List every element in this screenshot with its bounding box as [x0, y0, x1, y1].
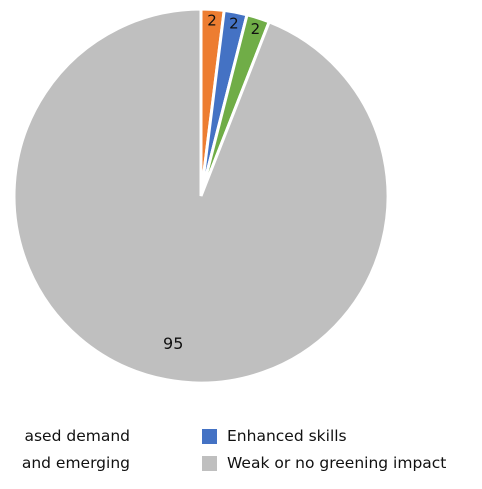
legend-label-increased-demand: ased demand — [24, 427, 130, 445]
pie-data-label-3: 95 — [163, 334, 183, 353]
legend-swatch-enhanced-skills — [202, 428, 217, 444]
pie-data-label-0: 2 — [207, 12, 217, 30]
pie-data-label-2: 2 — [251, 20, 261, 38]
pie-data-label-1: 2 — [229, 14, 239, 32]
legend-label-weak-or-no-greening-impact: Weak or no greening impact — [227, 454, 447, 472]
legend-swatch-weak-or-no-greening-impact — [202, 455, 217, 471]
pie-slice-3 — [12, 7, 390, 385]
legend-item-increased-demand: ased demand — [0, 427, 130, 447]
legend-item-enhanced-skills: Enhanced skills — [202, 427, 347, 445]
legend-label-new-and-emerging: and emerging — [21, 454, 130, 472]
legend-item-new-and-emerging: and emerging — [0, 454, 130, 474]
legend-item-weak-or-no-greening-impact: Weak or no greening impact — [202, 454, 446, 472]
legend-label-enhanced-skills: Enhanced skills — [227, 427, 347, 445]
